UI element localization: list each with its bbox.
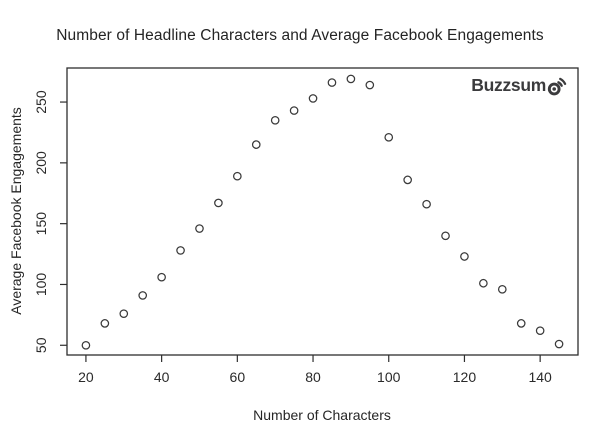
x-tick-label: 140 bbox=[528, 369, 552, 385]
buzzsumo-logo: Buzzsum bbox=[471, 75, 567, 96]
y-tick-label: 250 bbox=[33, 90, 49, 114]
data-point bbox=[289, 106, 299, 115]
data-point bbox=[157, 272, 166, 282]
data-point bbox=[384, 132, 394, 142]
data-point bbox=[119, 309, 129, 318]
plot-border bbox=[66, 67, 579, 356]
x-tick-label: 80 bbox=[305, 369, 321, 385]
x-axis-title: Number of Characters bbox=[253, 407, 391, 423]
data-point bbox=[138, 291, 148, 300]
data-point bbox=[479, 278, 488, 288]
data-point bbox=[308, 94, 318, 103]
data-point bbox=[251, 140, 261, 149]
data-point bbox=[554, 339, 564, 349]
x-tick-label: 120 bbox=[453, 369, 477, 385]
data-point bbox=[346, 74, 356, 84]
x-tick-label: 60 bbox=[230, 369, 246, 385]
y-tick-label: 50 bbox=[33, 337, 49, 353]
x-tick-label: 40 bbox=[154, 369, 170, 385]
data-point bbox=[100, 319, 110, 328]
data-point bbox=[214, 198, 223, 208]
data-point bbox=[327, 78, 337, 87]
y-tick-label: 150 bbox=[33, 212, 49, 236]
x-tick-label: 20 bbox=[78, 369, 94, 385]
data-point bbox=[365, 80, 375, 90]
x-tick-label: 100 bbox=[377, 369, 401, 385]
data-point bbox=[497, 285, 507, 294]
y-tick-label: 100 bbox=[33, 273, 49, 297]
buzzsumo-logo-text: Buzzsum bbox=[471, 75, 546, 95]
y-axis-title: Average Facebook Engagements bbox=[8, 107, 24, 315]
data-point bbox=[81, 340, 91, 350]
chart-title: Number of Headline Characters and Averag… bbox=[56, 27, 544, 44]
data-point bbox=[516, 319, 526, 328]
data-point bbox=[176, 246, 185, 255]
data-point bbox=[422, 199, 431, 209]
data-point bbox=[441, 231, 450, 241]
data-point bbox=[233, 171, 242, 181]
data-point bbox=[460, 252, 469, 261]
data-point bbox=[270, 115, 280, 125]
data-point bbox=[535, 326, 545, 336]
data-point bbox=[195, 224, 204, 233]
buzzsumo-signal-o-icon bbox=[547, 77, 567, 96]
data-point bbox=[403, 175, 412, 185]
y-tick-label: 200 bbox=[33, 151, 49, 175]
